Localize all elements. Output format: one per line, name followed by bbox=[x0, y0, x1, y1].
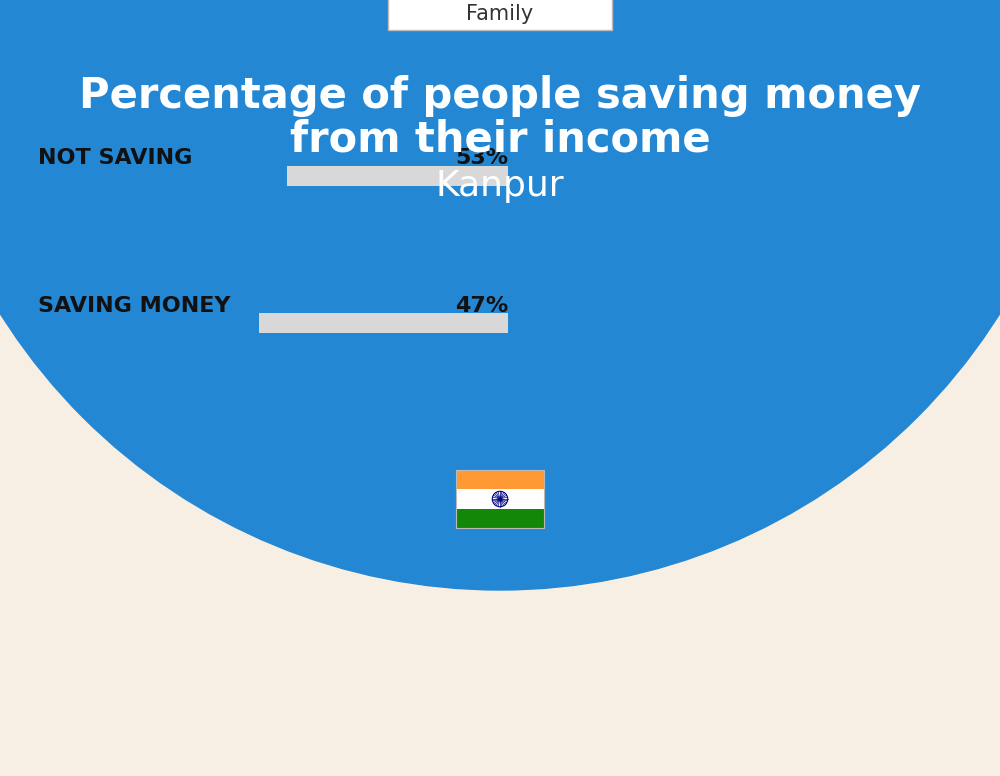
Text: Percentage of people saving money: Percentage of people saving money bbox=[79, 75, 921, 117]
Bar bbox=[456, 470, 544, 528]
Bar bbox=[456, 508, 544, 528]
Bar bbox=[456, 490, 544, 508]
Bar bbox=[456, 470, 544, 490]
Text: SAVING MONEY: SAVING MONEY bbox=[38, 296, 230, 316]
Bar bbox=[38, 313, 259, 333]
Bar bbox=[38, 166, 508, 186]
Text: 53%: 53% bbox=[455, 148, 508, 168]
Bar bbox=[38, 166, 287, 186]
Text: Kanpur: Kanpur bbox=[436, 169, 564, 203]
Text: from their income: from their income bbox=[290, 119, 710, 161]
Text: Family: Family bbox=[466, 4, 534, 24]
Text: 47%: 47% bbox=[455, 296, 508, 316]
FancyBboxPatch shape bbox=[388, 0, 612, 30]
Bar bbox=[38, 313, 508, 333]
Circle shape bbox=[0, 0, 1000, 590]
Text: NOT SAVING: NOT SAVING bbox=[38, 148, 192, 168]
